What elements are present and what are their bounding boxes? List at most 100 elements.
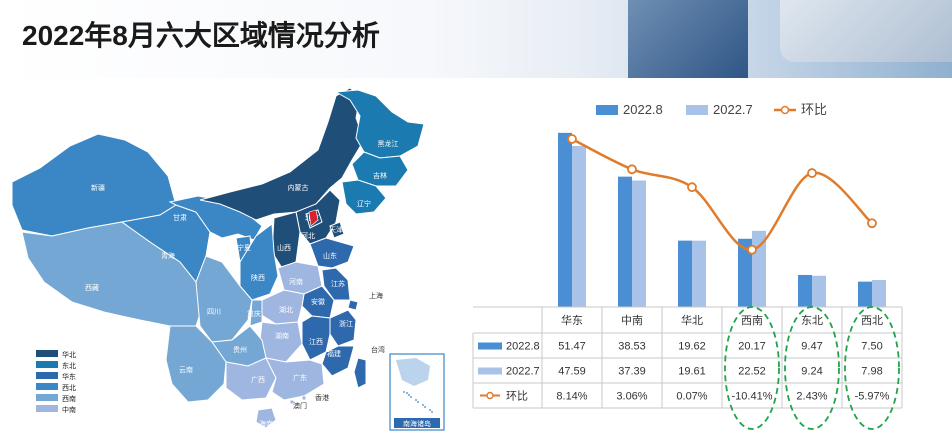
line-point [747,244,757,255]
category-label: 西北 [861,314,883,327]
line-point [567,134,577,144]
bar-layer [558,132,886,307]
inset-island [422,404,424,406]
inset-island [408,394,410,396]
province-shape [259,321,303,363]
data-label: 47.59 [558,366,586,378]
province-label: 云南 [179,365,193,374]
province-label: 宁夏 [237,243,251,252]
data-label: 7.50 [861,341,882,353]
province-shape [271,211,301,269]
bar-2022-8 [558,132,572,307]
legend-swatch [36,350,58,357]
highlight-ellipse [784,306,840,430]
province-shape [195,255,253,343]
province-shape [353,357,367,389]
legend-swatch [36,405,58,412]
legend-label: 2022.7 [713,102,753,117]
province-shape [347,299,359,311]
province-shape [351,151,409,187]
data-label: 51.47 [558,341,586,353]
province-label: 福建 [327,349,341,358]
legend-label: 中南 [62,405,76,414]
province-label: 江苏 [331,279,345,288]
bar-2022-7 [572,145,586,307]
province-label: 湖南 [275,331,289,340]
province-label: 辽宁 [357,199,371,208]
line-point [627,164,637,175]
bar-2022-8 [618,176,632,307]
inset-island [431,411,433,413]
category-label: 西南 [741,314,763,327]
province-shape [120,204,211,283]
beijing-highlight [308,209,319,227]
highlight-ellipse [724,306,780,430]
legend-label: 环比 [801,102,827,117]
inset-island [424,406,426,408]
province-label: 安徽 [311,297,325,306]
province-label-layer: 新疆西藏青海甘肃内蒙古黑龙江吉林辽宁河北天津北京山西宁夏陕西山东河南江苏安徽上海… [85,139,399,428]
province-label: 吉林 [373,171,387,180]
inset-island [417,401,419,403]
province-layer [11,87,425,429]
category-label: 中南 [621,314,643,327]
legend-swatch [686,105,708,115]
inset-caption-bg [394,418,440,428]
province-label: 海南 [259,419,273,428]
data-label: 9.47 [801,341,822,353]
china-region-map: 新疆西藏青海甘肃内蒙古黑龙江吉林辽宁河北天津北京山西宁夏陕西山东河南江苏安徽上海… [11,87,445,431]
line-point [867,218,877,229]
province-shape [341,179,387,215]
south-china-sea-inset: 南海诸岛 [389,353,445,431]
province-label: 青海 [161,251,175,260]
bar-2022-7 [692,240,706,307]
row-key-swatch [478,367,502,375]
highlight-layer [724,306,900,430]
province-label: 山西 [277,243,291,252]
province-shape [265,357,325,401]
line-marker-layer [567,134,877,255]
line-point [807,168,817,178]
province-label: 四川 [207,308,221,316]
province-label: 黑龙江 [378,139,399,148]
province-shape [225,357,277,401]
legend-label: 东北 [62,361,76,370]
legend-swatch [36,372,58,379]
province-shape [329,309,357,347]
data-label: 3.06% [616,391,647,403]
series-line-huanbi [571,137,873,251]
province-label: 内蒙古 [288,183,309,192]
bar-2022-8 [678,240,692,307]
province-label: 河北 [301,232,315,240]
bar-2022-7 [872,280,886,307]
legend-swatch [596,105,618,115]
data-label: 19.61 [678,366,706,378]
province-label: 天津 [329,226,343,234]
legend-label: 华东 [62,372,76,381]
province-label: 上海 [369,291,383,300]
province-label: 江西 [309,338,323,346]
inset-island [415,399,417,401]
province-label: 广西 [251,375,265,384]
legend-label: 2022.8 [623,102,663,117]
legend-label: 华北 [62,350,76,359]
data-label: 2.43% [796,391,827,403]
province-shape [289,399,295,405]
chart-legend: 2022.8 2022.7 环比 [596,102,827,117]
province-label: 山东 [323,251,337,260]
legend-swatch [36,383,58,390]
data-label: 9.24 [801,366,822,378]
province-shape [329,221,345,239]
legend-label: 西南 [62,394,76,403]
province-shape [334,89,425,159]
bar-2022-7 [812,275,826,307]
province-label: 河南 [289,277,303,286]
header-banner [0,0,952,78]
bar-2022-7 [632,180,646,307]
province-shape [259,289,305,325]
province-label: 新疆 [91,183,105,192]
province-label: 香港 [315,393,329,402]
data-label: 7.98 [861,366,882,378]
inset-water [396,358,430,386]
